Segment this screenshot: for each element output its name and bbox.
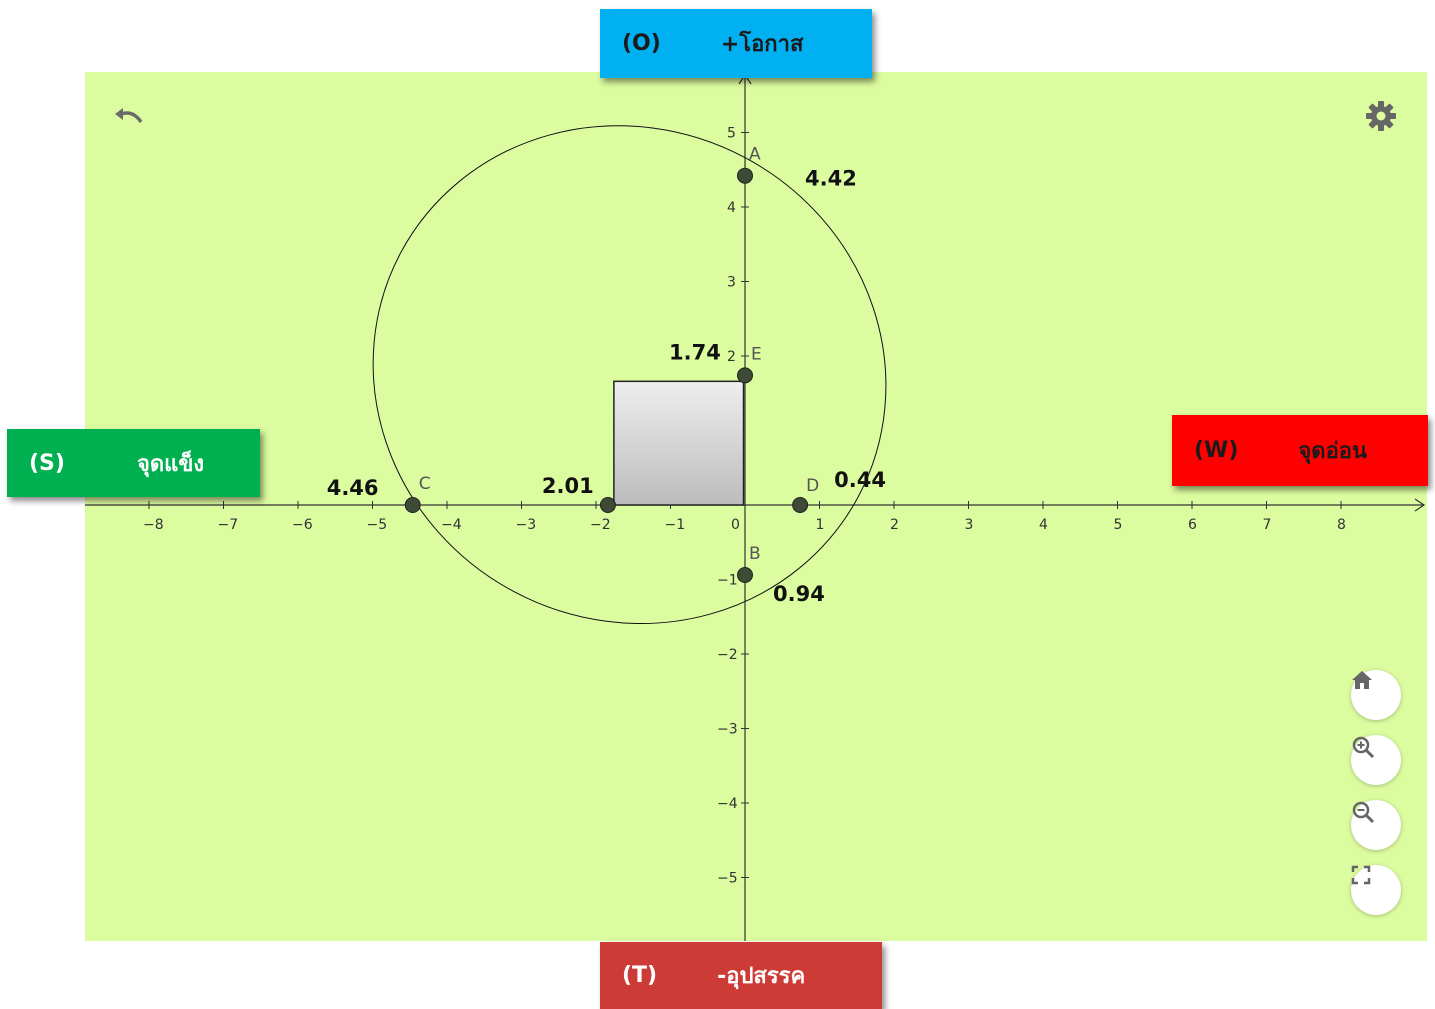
point-name-D: D bbox=[806, 476, 819, 496]
x-tick-label: 0 bbox=[731, 517, 740, 533]
y-tick-label: −1 bbox=[717, 573, 738, 589]
y-tick-label: 5 bbox=[727, 126, 736, 142]
square-shape bbox=[613, 380, 745, 506]
opportunity-code: (O) bbox=[622, 31, 661, 56]
value-label: 1.74 bbox=[669, 340, 721, 364]
point-unnamed bbox=[599, 497, 616, 513]
point-A bbox=[737, 167, 753, 184]
fullscreen-button[interactable] bbox=[1351, 865, 1401, 915]
point-name-B: B bbox=[749, 544, 761, 564]
point-C bbox=[404, 497, 421, 513]
graph-canvas[interactable]: −8 −7 −6 −5 −4 −3 −2 −1 0 1 2 3 4 5 6 7 8 5 4 3 2 −1 −2 −3 −4 −5 A… bbox=[85, 72, 1427, 941]
x-tick-label: 6 bbox=[1188, 517, 1197, 533]
opportunity-label-box: (O) +โอกาส bbox=[600, 9, 872, 78]
weakness-label: จุดอ่อน bbox=[1298, 439, 1368, 464]
point-E bbox=[737, 367, 753, 384]
value-label: 4.42 bbox=[805, 167, 857, 191]
threat-code: (T) bbox=[622, 963, 658, 988]
x-tick-label: 4 bbox=[1039, 517, 1048, 533]
x-tick-label: −7 bbox=[218, 517, 239, 533]
strength-label-box: (S) จุดแข็ง bbox=[7, 429, 260, 497]
ellipse-curve bbox=[372, 125, 887, 624]
home-button[interactable] bbox=[1351, 670, 1401, 720]
y-tick-label: −5 bbox=[717, 871, 738, 887]
threat-label: -อุปสรรค bbox=[717, 964, 806, 989]
value-label: 2.01 bbox=[542, 474, 594, 498]
opportunity-label: +โอกาส bbox=[720, 32, 804, 57]
y-tick-label: −2 bbox=[717, 647, 738, 663]
value-label: 0.94 bbox=[773, 582, 825, 606]
value-label: 0.44 bbox=[834, 468, 886, 492]
y-tick-label: −4 bbox=[717, 796, 738, 812]
x-tick-label: −1 bbox=[665, 517, 686, 533]
zoom-in-button[interactable] bbox=[1351, 735, 1401, 785]
x-tick-label: −6 bbox=[292, 517, 313, 533]
x-tick-label: −4 bbox=[441, 517, 462, 533]
x-tick-label: 1 bbox=[816, 517, 825, 533]
x-tick-label: −8 bbox=[143, 517, 164, 533]
coordinate-plane[interactable]: −8 −7 −6 −5 −4 −3 −2 −1 0 1 2 3 4 5 6 7 8 5 4 3 2 −1 −2 −3 −4 −5 A… bbox=[85, 72, 1427, 941]
point-name-C: C bbox=[419, 474, 431, 494]
x-tick-label: −5 bbox=[367, 517, 388, 533]
undo-icon[interactable] bbox=[113, 104, 147, 132]
x-tick-label: 2 bbox=[890, 517, 899, 533]
weakness-label-box: (W) จุดอ่อน bbox=[1172, 415, 1428, 486]
x-axis-arrow bbox=[1414, 498, 1426, 512]
strength-code: (S) bbox=[29, 450, 65, 476]
x-tick-label: 3 bbox=[965, 517, 974, 533]
y-tick-label: 3 bbox=[727, 275, 736, 291]
gear-icon[interactable] bbox=[1365, 100, 1401, 136]
value-label: 4.46 bbox=[327, 476, 379, 500]
x-tick-label: −3 bbox=[516, 517, 537, 533]
point-D bbox=[792, 497, 809, 513]
y-tick-label: 2 bbox=[727, 349, 736, 365]
point-B bbox=[737, 567, 753, 584]
x-tick-label: 7 bbox=[1263, 517, 1272, 533]
y-tick-label: −3 bbox=[717, 722, 738, 738]
point-name-E: E bbox=[751, 344, 762, 364]
x-tick-label: −2 bbox=[590, 517, 611, 533]
weakness-code: (W) bbox=[1194, 438, 1239, 463]
point-name-A: A bbox=[749, 145, 761, 165]
y-tick-label: 4 bbox=[727, 200, 736, 216]
strength-label: จุดแข็ง bbox=[136, 451, 205, 477]
x-tick-label: 8 bbox=[1337, 517, 1346, 533]
threat-label-box: (T) -อุปสรรค bbox=[600, 942, 882, 1009]
zoom-out-button[interactable] bbox=[1351, 800, 1401, 850]
x-tick-label: 5 bbox=[1114, 517, 1123, 533]
